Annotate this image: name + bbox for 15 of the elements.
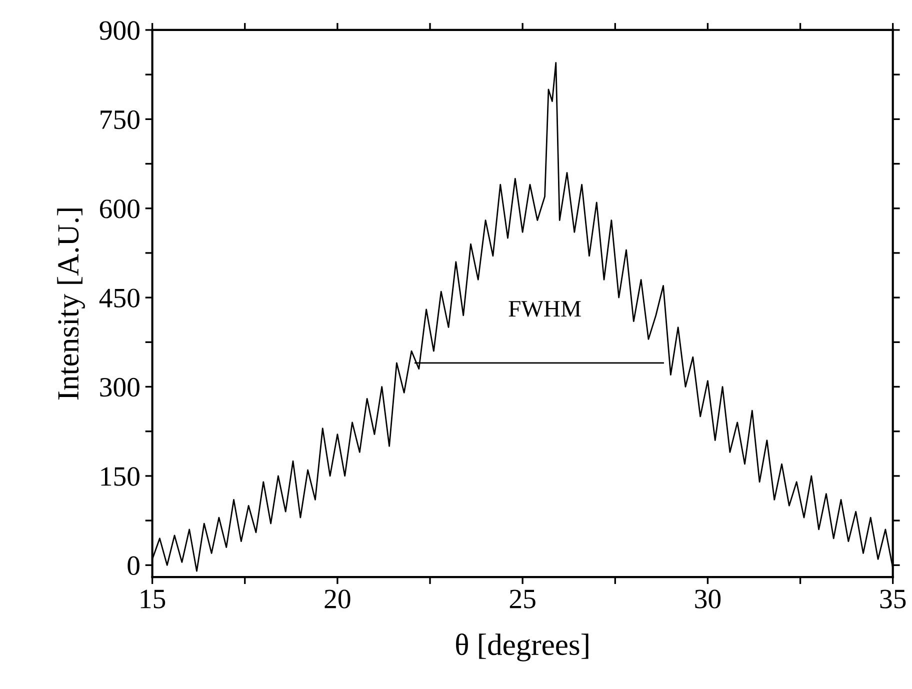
x-tick-label: 35 bbox=[880, 590, 906, 608]
y-tick-label: 600 bbox=[100, 200, 140, 218]
x-tick-label: 15 bbox=[140, 590, 166, 608]
x-tick-label: 25 bbox=[510, 590, 536, 608]
y-tick-label: 750 bbox=[100, 110, 140, 130]
annotation: FWHM bbox=[508, 301, 581, 317]
y-tick-label: 0 bbox=[128, 556, 140, 576]
y-tick-label: 450 bbox=[99, 288, 140, 308]
y-axis-title: Intensity [A.U.] bbox=[57, 208, 85, 400]
x-axis-title: θ [degrees] bbox=[456, 633, 588, 662]
y-tick-label: 300 bbox=[100, 378, 140, 397]
y-tick-label: 900 bbox=[100, 21, 140, 40]
x-tick-label: 20 bbox=[324, 590, 350, 608]
x-tick-label: 30 bbox=[695, 590, 721, 608]
y-tick-label: 150 bbox=[101, 467, 140, 486]
